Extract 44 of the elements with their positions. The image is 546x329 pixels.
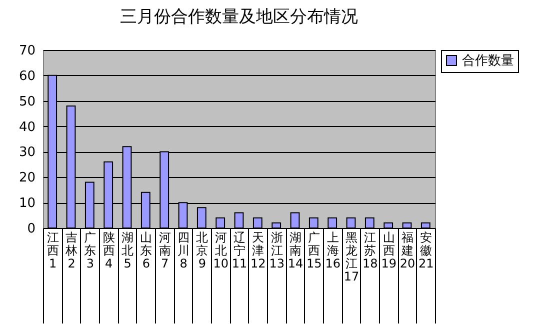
bar [384,222,394,228]
x-tick-label: 辽宁 11 [232,230,248,270]
x-tick-label: 福建 20 [400,230,416,270]
bar [216,217,226,228]
x-tick-label: 山西 19 [381,230,396,270]
y-tick-label: 20 [18,170,36,186]
x-tick-label: 广东 3 [84,230,96,270]
chart-title: 三月份合作数量及地区分布情况 [120,7,358,27]
y-tick-label: 30 [18,145,36,160]
x-tick-label: 吉林 2 [64,230,78,270]
x-tick-label: 河南 7 [158,230,171,270]
bar [290,212,300,228]
x-tick-label: 浙江 13 [269,230,284,270]
bar [420,222,430,228]
bar [252,217,262,228]
y-tick-label: 10 [18,196,36,212]
bar [196,207,206,228]
x-tick-label: 广西 15 [306,230,322,270]
x-tick-label: 河北 10 [213,230,228,270]
bar [308,217,318,228]
x-tick-label: 天津 12 [250,230,266,270]
y-tick-label: 40 [18,120,36,135]
bar [346,217,356,228]
y-tick-label: 0 [27,222,36,236]
x-tick-label: 上海 16 [325,230,340,270]
x-tick-label: 江苏 18 [362,230,378,270]
y-tick-label: 60 [18,68,36,84]
y-tick-label: 50 [18,94,36,110]
x-tick-label: 湖南 14 [288,230,304,270]
bar [364,217,374,228]
bar [234,212,244,228]
x-tick-label: 黑龙江 17 [344,230,360,284]
y-tick-label: 70 [18,44,36,58]
x-tick-label: 四川 8 [178,230,190,270]
x-tick-label: 湖北 5 [122,230,134,270]
bar [402,222,412,228]
bar [328,217,338,228]
x-tick-label: 安徽 21 [418,230,434,270]
bar [272,222,282,228]
x-tick-label: 山东 6 [140,230,152,270]
x-tick-label: 江西 1 [46,230,59,270]
legend-label: 合作数量 [462,54,514,68]
x-tick-label: 陕西 4 [102,230,115,270]
x-tick-label: 北京 9 [196,230,208,270]
